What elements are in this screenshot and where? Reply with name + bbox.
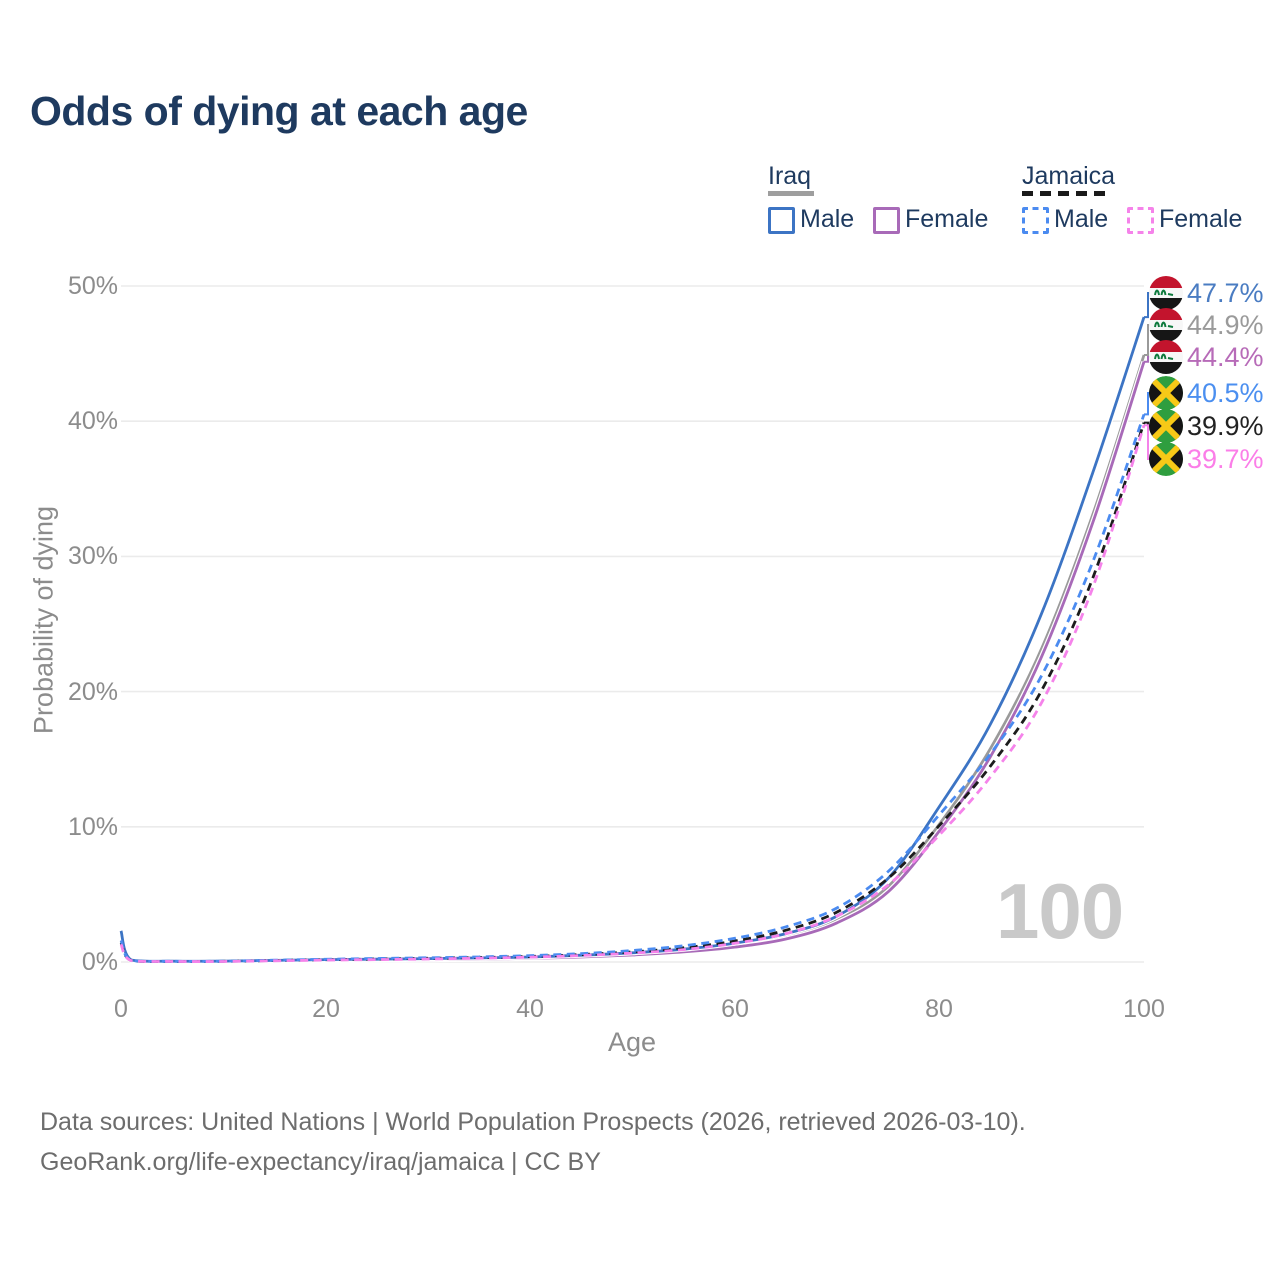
series-line-iraq-female xyxy=(119,361,1146,963)
legend-iraq-linestyle-swatch xyxy=(768,191,814,196)
legend-swatch-iraq-male[interactable] xyxy=(768,207,795,234)
x-tick-100: 100 xyxy=(1123,995,1165,1023)
jamaica-flag-icon xyxy=(1149,409,1183,443)
label-connector-jamaica-both-sexes xyxy=(1144,421,1152,427)
legend-label-iraq-female[interactable]: Female xyxy=(905,205,989,233)
series-line-casing-iraq-female xyxy=(118,360,1147,965)
series-line-casing-iraq-male xyxy=(118,316,1147,964)
series-line-jamaica-male xyxy=(119,413,1146,963)
y-tick-20pct: 20% xyxy=(67,678,118,706)
y-tick-10pct: 10% xyxy=(67,813,118,841)
end-label-jamaica-both: 39.9% xyxy=(1187,411,1264,441)
end-label-jamaica-female: 39.7% xyxy=(1187,444,1264,474)
y-axis-title: Probability of dying xyxy=(28,505,59,735)
label-connector-jamaica-male xyxy=(1144,392,1152,416)
legend-swatch-iraq-female[interactable] xyxy=(873,207,900,234)
y-tick-0pct: 0% xyxy=(81,948,118,976)
label-connector-iraq-female xyxy=(1144,356,1152,363)
label-connector-jamaica-female xyxy=(1144,424,1152,460)
end-label-iraq-male: 47.7% xyxy=(1187,278,1264,308)
legend-jamaica-linestyle-swatch xyxy=(1022,191,1110,196)
x-tick-20: 20 xyxy=(312,995,340,1023)
x-axis-title: Age xyxy=(607,1027,657,1057)
page-title: Odds of dying at each age xyxy=(30,88,528,134)
x-tick-80: 80 xyxy=(925,995,953,1023)
footer-data-sources: Data sources: United Nations | World Pop… xyxy=(40,1108,1026,1136)
series-line-jamaica-both-sexes xyxy=(119,422,1146,963)
legend-swatch-jamaica-male[interactable] xyxy=(1022,207,1049,234)
y-tick-40pct: 40% xyxy=(67,407,118,435)
end-label-iraq-both: 44.9% xyxy=(1187,310,1264,340)
end-label-jamaica-male: 40.5% xyxy=(1187,378,1264,408)
x-tick-40: 40 xyxy=(516,995,544,1023)
series-line-casing-iraq-both-sexes xyxy=(118,354,1147,964)
jamaica-flag-icon xyxy=(1149,442,1183,476)
legend-swatch-jamaica-female[interactable] xyxy=(1127,207,1154,234)
label-connector-iraq-male xyxy=(1144,292,1152,319)
iraq-flag-icon xyxy=(1149,340,1183,374)
legend-group-jamaica[interactable]: Jamaica xyxy=(1022,162,1116,190)
y-tick-30pct: 30% xyxy=(67,542,118,570)
legend-label-jamaica-female[interactable]: Female xyxy=(1159,205,1243,233)
iraq-flag-icon xyxy=(1149,308,1183,342)
age-counter-watermark: 100 xyxy=(996,867,1124,955)
legend-label-jamaica-male[interactable]: Male xyxy=(1054,205,1109,233)
iraq-flag-icon xyxy=(1149,276,1183,310)
series-line-iraq-both-sexes xyxy=(119,354,1146,963)
footer-attribution: GeoRank.org/life-expectancy/iraq/jamaica… xyxy=(40,1148,601,1176)
legend-group-iraq[interactable]: Iraq xyxy=(768,162,812,190)
label-connector-iraq-both-sexes xyxy=(1144,324,1152,356)
x-tick-0: 0 xyxy=(114,995,128,1023)
end-label-iraq-female: 44.4% xyxy=(1187,342,1264,372)
x-tick-60: 60 xyxy=(721,995,749,1023)
y-tick-50pct: 50% xyxy=(67,272,118,300)
legend-label-iraq-male[interactable]: Male xyxy=(800,205,855,233)
jamaica-flag-icon xyxy=(1149,376,1183,410)
series-line-iraq-male xyxy=(119,316,1146,963)
series-line-jamaica-female xyxy=(119,424,1146,963)
